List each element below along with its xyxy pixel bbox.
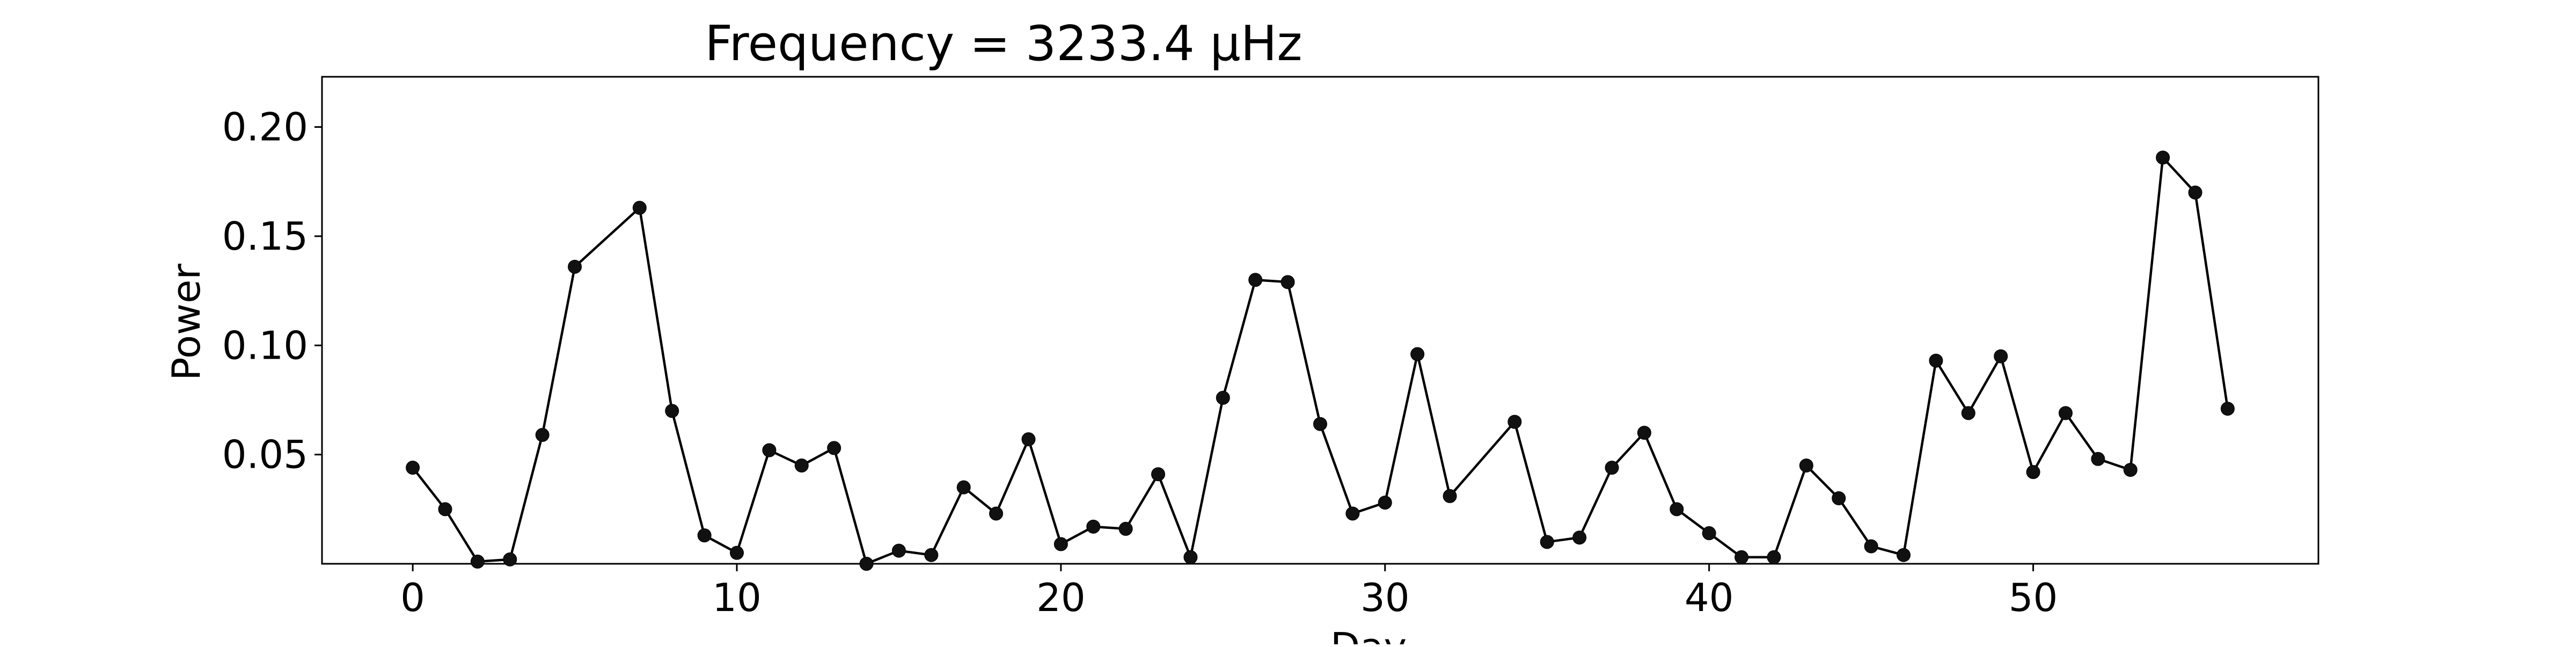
series-line [412, 156, 2229, 565]
data-point [503, 552, 517, 566]
data-point [1864, 539, 1878, 554]
plot-frame [321, 76, 2319, 565]
data-point [827, 441, 841, 455]
x-tick-label: 30 [1360, 575, 1410, 620]
x-axis-label: Day [1330, 624, 1407, 644]
data-point [794, 458, 809, 472]
data-point [2220, 402, 2235, 416]
data-point [2026, 465, 2040, 479]
data-point [470, 554, 485, 569]
data-point [1053, 537, 1068, 551]
data-point [697, 528, 712, 543]
data-point [568, 259, 582, 274]
data-point [632, 201, 647, 215]
y-tick-label: 0.15 [222, 214, 308, 259]
data-point [1410, 347, 1425, 361]
data-point [1605, 461, 1619, 475]
data-point [1961, 406, 1975, 420]
data-point [1767, 550, 1781, 564]
data-point [924, 548, 939, 562]
data-point [2123, 463, 2138, 477]
x-tick-label: 20 [1036, 575, 1086, 620]
data-point [1443, 489, 1457, 503]
data-point [2058, 406, 2073, 420]
data-point [1151, 467, 1166, 482]
data-point [1248, 273, 1263, 287]
x-tick-label: 40 [1685, 575, 1734, 620]
data-point [956, 480, 971, 495]
data-point [1994, 349, 2008, 364]
data-point [762, 443, 777, 457]
data-point [1897, 548, 1911, 562]
x-tick-label: 10 [712, 575, 762, 620]
data-point [438, 502, 452, 517]
y-axis-label: Power [164, 264, 209, 381]
data-point [535, 428, 550, 442]
data-point [1118, 521, 1133, 536]
data-point [1702, 526, 1716, 541]
data-point [1021, 432, 1036, 447]
data-point [1378, 496, 1392, 510]
data-point [1345, 506, 1360, 521]
chart-title: Frequency = 3233.4 μHz [705, 16, 1302, 72]
data-point [1832, 491, 1846, 505]
data-point [989, 506, 1004, 521]
y-tick-label: 0.20 [222, 105, 308, 150]
data-point [729, 546, 744, 560]
data-point [1183, 550, 1198, 564]
data-point [2188, 185, 2202, 200]
data-point [859, 557, 874, 571]
x-tick-label: 0 [400, 575, 425, 620]
x-tick-label: 50 [2009, 575, 2058, 620]
data-point [665, 404, 679, 418]
data-point [891, 543, 906, 558]
data-point [1670, 502, 1684, 517]
data-point [2156, 150, 2170, 165]
data-point [1086, 519, 1101, 534]
data-point [406, 461, 420, 475]
data-point [1540, 535, 1554, 549]
data-point [1637, 425, 1651, 440]
data-point [1280, 275, 1295, 289]
y-tick-label: 0.05 [222, 432, 308, 477]
data-point [1735, 550, 1749, 564]
y-tick-label: 0.10 [222, 323, 308, 368]
data-point [1572, 530, 1587, 545]
data-point [1799, 458, 1813, 472]
data-point [1216, 390, 1230, 405]
data-point [2091, 452, 2105, 466]
data-point [1313, 417, 1327, 431]
data-point [1507, 415, 1522, 429]
plot-area: 0 10 20 30 40 50 0.05 0.10 0.15 0.20 [222, 76, 2319, 620]
data-point [1929, 353, 1943, 368]
